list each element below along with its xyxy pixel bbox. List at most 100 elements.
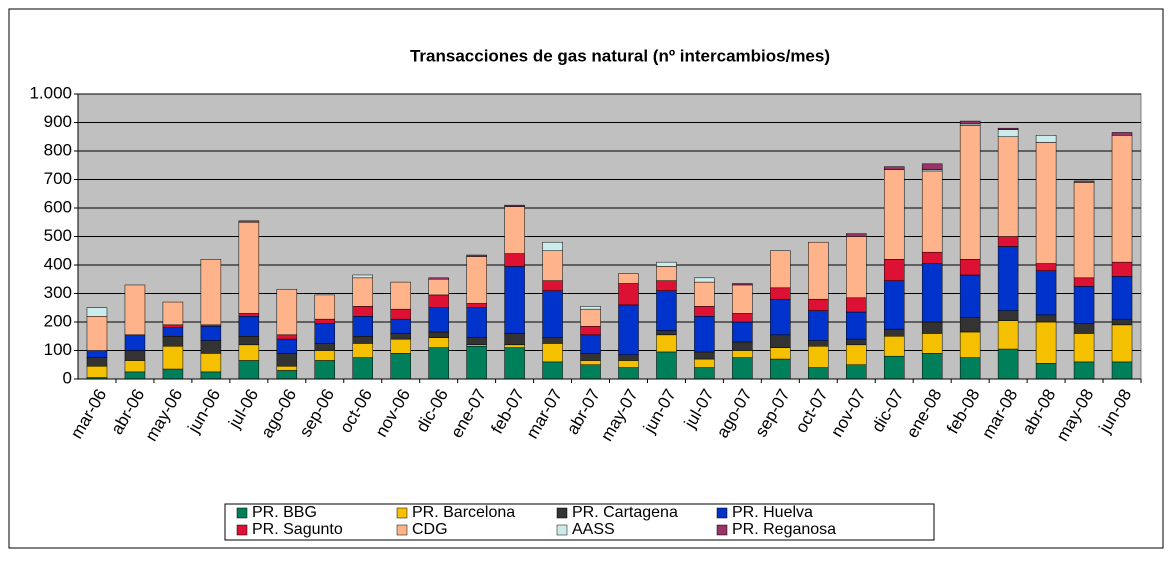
bar-segment — [580, 326, 601, 336]
bar-segment — [618, 367, 639, 380]
bar-segment — [656, 290, 677, 331]
bar-segment — [1073, 277, 1095, 287]
bar-segment — [162, 336, 184, 347]
bar-segment — [428, 337, 449, 348]
bar-segment — [352, 316, 373, 337]
bar-segment — [846, 338, 867, 346]
bar-segment — [694, 367, 715, 380]
bar-segment — [390, 338, 411, 354]
bar-segment — [1073, 361, 1095, 380]
bar-segment — [808, 340, 829, 347]
bar-segment — [997, 320, 1019, 350]
bar-segment — [732, 321, 753, 343]
bar-segment — [1111, 276, 1133, 320]
y-tick-label: 200 — [44, 311, 72, 330]
bar-segment — [124, 284, 146, 336]
bar-segment — [238, 220, 260, 223]
bar-segment — [1035, 363, 1057, 380]
bar-segment — [1035, 263, 1057, 271]
bar-segment — [124, 350, 146, 361]
bar-segment — [997, 310, 1019, 321]
bar-segment — [580, 353, 601, 361]
bar-segment — [656, 266, 677, 281]
bar-segment — [694, 351, 715, 360]
bar-segment — [542, 290, 563, 338]
bar-segment — [694, 277, 715, 283]
bar-segment — [1035, 142, 1057, 264]
bar-segment — [997, 246, 1019, 311]
bar-segment — [86, 357, 108, 367]
bar-segment — [618, 360, 639, 368]
bar-segment — [238, 222, 260, 314]
bar-segment — [959, 331, 981, 358]
bar-segment — [162, 327, 184, 337]
bar-segment — [542, 250, 563, 281]
bar-segment — [580, 364, 601, 380]
bar-segment — [200, 371, 222, 380]
bar-segment — [883, 166, 905, 170]
bar-segment — [846, 297, 867, 313]
bar-segment — [314, 294, 336, 320]
bar-segment — [276, 353, 298, 367]
bar-segment — [883, 355, 905, 380]
bar-segment — [808, 298, 829, 311]
bar-segment — [694, 306, 715, 317]
bar-segment — [352, 306, 373, 317]
bar-segment — [846, 233, 867, 237]
y-tick-label: 900 — [44, 112, 72, 131]
bar-segment — [390, 333, 411, 340]
bar-segment — [1035, 135, 1057, 143]
bar-segment — [1073, 182, 1095, 279]
bar-segment — [504, 204, 525, 207]
bar-segment — [124, 371, 146, 380]
bar-segment — [542, 280, 563, 291]
y-tick-label: 0 — [63, 368, 72, 387]
bar-segment — [770, 250, 791, 289]
bar-segment — [466, 337, 487, 346]
bar-segment — [1111, 261, 1133, 277]
bar-segment — [466, 256, 487, 304]
bar-segment — [883, 328, 905, 337]
bar-segment — [808, 310, 829, 341]
bar-segment — [542, 343, 563, 363]
bar-segment — [732, 284, 753, 314]
bar-segment — [428, 294, 449, 308]
bar-segment — [466, 303, 487, 309]
bar-segment — [1111, 135, 1133, 263]
bar-segment — [618, 304, 639, 356]
bar-segment — [732, 313, 753, 323]
bar-segment — [124, 360, 146, 373]
bar-segment — [86, 316, 108, 351]
bar-segment — [1035, 270, 1057, 316]
bar-segment — [846, 236, 867, 299]
bar-segment — [580, 360, 601, 366]
bar-segment — [883, 336, 905, 357]
bar-segment — [162, 301, 184, 326]
y-tick-label: 800 — [44, 140, 72, 159]
bar-segment — [504, 344, 525, 348]
bar-segment — [618, 273, 639, 284]
bar-segment — [314, 350, 336, 361]
bar-segment — [238, 344, 260, 361]
bar-segment — [1073, 286, 1095, 324]
legend — [224, 503, 935, 541]
legend-label: PR. Sagunto — [252, 521, 343, 538]
bar-segment — [428, 279, 449, 296]
bar-segment — [770, 347, 791, 360]
bar-segment — [276, 365, 298, 371]
bar-segment — [314, 323, 336, 344]
bar-segment — [921, 321, 943, 334]
bar-segment — [618, 283, 639, 306]
bar-segment — [276, 338, 298, 354]
bar-segment — [352, 277, 373, 307]
bar-segment — [732, 341, 753, 351]
bar-segment — [1035, 321, 1057, 364]
bar-segment — [1073, 333, 1095, 363]
bar-segment — [314, 343, 336, 351]
bar-segment — [504, 347, 525, 380]
bar-segment — [390, 318, 411, 334]
bar-segment — [352, 336, 373, 344]
legend-swatch — [236, 524, 248, 536]
legend-swatch — [396, 507, 408, 519]
legend-swatch — [716, 507, 728, 519]
